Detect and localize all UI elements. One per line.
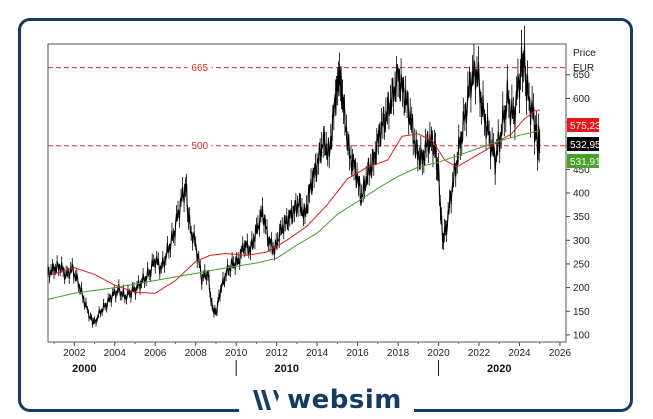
decade-label: 2000 xyxy=(72,363,96,375)
y-tick-label: 350 xyxy=(573,212,590,223)
brand-logo: websim xyxy=(0,380,653,419)
x-tick-label: 2026 xyxy=(549,348,572,359)
y-tick-label: 600 xyxy=(573,94,590,105)
reference-line-label: 500 xyxy=(191,141,208,152)
x-tick-label: 2018 xyxy=(387,348,410,359)
chart-frame xyxy=(18,18,633,412)
y-tick-label: 650 xyxy=(573,70,590,81)
y-tick-label: 450 xyxy=(573,165,590,176)
price-badge xyxy=(567,118,599,132)
x-tick-label: 2002 xyxy=(63,348,86,359)
price-badge-label: 575,23 xyxy=(570,121,601,132)
brand-name: websim xyxy=(287,384,402,415)
decade-label: 2010 xyxy=(275,363,299,375)
websim-mark-icon xyxy=(253,389,280,410)
labels-layer: 575,23 532,95 531,91 xyxy=(567,118,601,168)
moving-average-line xyxy=(47,109,540,294)
y-tick-label: 250 xyxy=(573,259,590,270)
y-tick-label: 200 xyxy=(573,283,590,294)
x-tick-label: 2016 xyxy=(346,348,369,359)
price-badge-label: 532,95 xyxy=(570,140,601,151)
y-tick-label: 100 xyxy=(573,330,590,341)
decade-label: 2020 xyxy=(487,363,511,375)
x-tick-label: 2004 xyxy=(104,348,127,359)
y-axis-unit: EUR xyxy=(573,63,594,74)
y-tick-label: 300 xyxy=(573,236,590,247)
reference-label-bg xyxy=(187,61,212,74)
price-badge xyxy=(567,137,599,151)
x-tick-label: 2012 xyxy=(266,348,289,359)
y-axis-title: Price xyxy=(573,48,596,59)
reference-lines-layer: 665 500 xyxy=(48,61,566,152)
x-tick-label: 2024 xyxy=(508,348,531,359)
price-badge-label: 531,91 xyxy=(570,157,601,168)
series-layer xyxy=(47,25,541,328)
x-tick-label: 2006 xyxy=(144,348,167,359)
reference-label-bg xyxy=(187,139,212,152)
price-badge xyxy=(567,154,599,168)
y-tick-label: 150 xyxy=(573,307,590,318)
price-series-line xyxy=(47,44,541,325)
x-tick-label: 2020 xyxy=(427,348,450,359)
x-tick-label: 2022 xyxy=(468,348,491,359)
x-tick-label: 2014 xyxy=(306,348,329,359)
reference-line-label: 665 xyxy=(191,63,208,74)
x-tick-label: 2010 xyxy=(225,348,248,359)
x-tick-label: 2008 xyxy=(185,348,208,359)
moving-average-line xyxy=(47,130,540,300)
y-tick-label: 400 xyxy=(573,189,590,200)
